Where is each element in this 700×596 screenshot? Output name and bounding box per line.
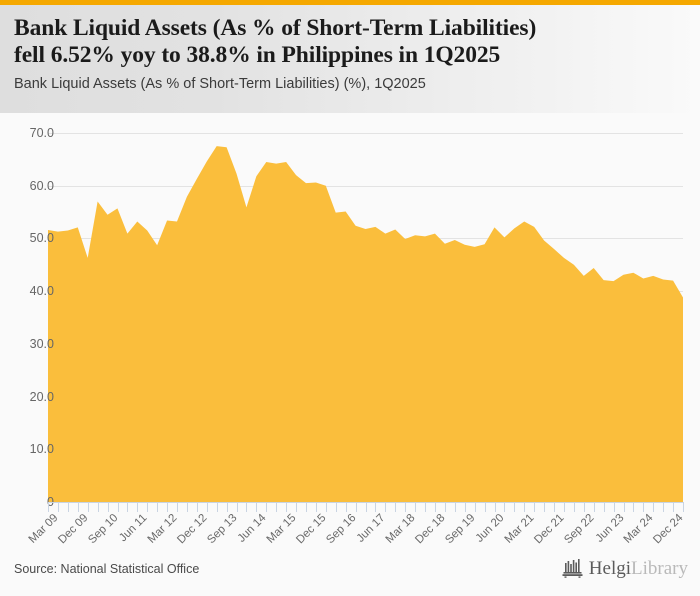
x-axis-tick	[633, 503, 635, 512]
x-axis-tick	[583, 503, 585, 512]
x-axis-tick	[415, 503, 417, 512]
y-axis-tick-label: 40.0	[29, 284, 54, 299]
x-axis-tick	[375, 503, 377, 512]
x-axis-tick	[613, 503, 615, 512]
x-axis-tick	[454, 503, 456, 512]
x-axis-tick	[524, 503, 526, 512]
x-axis-tick	[306, 503, 307, 512]
x-axis-tick	[147, 503, 149, 512]
logo-word-primary: Helgi	[588, 557, 632, 579]
y-axis-tick-label: 0	[0, 495, 54, 509]
x-axis-tick	[48, 503, 49, 512]
x-axis-tick	[563, 503, 565, 512]
x-axis-tick	[236, 503, 238, 512]
x-axis-ticks	[48, 503, 684, 512]
x-axis-tick	[216, 503, 218, 512]
x-axis-tick	[137, 503, 139, 512]
x-axis-tick	[325, 503, 327, 512]
x-axis-tick	[286, 503, 288, 512]
x-axis-tick	[57, 503, 59, 512]
x-axis-tick	[425, 503, 426, 512]
area-series	[48, 146, 683, 502]
x-axis-tick	[395, 503, 397, 512]
gridline	[48, 185, 683, 187]
area-series-path	[48, 146, 683, 502]
y-axis-tick-label: 10.0	[29, 442, 54, 457]
logo-word-secondary: Library	[631, 557, 688, 579]
x-axis-tick	[653, 503, 655, 512]
logo-wordmark: HelgiLibrary	[589, 559, 688, 578]
x-axis-tick	[266, 503, 268, 512]
x-axis-tick	[573, 503, 575, 512]
x-axis-tick	[494, 503, 496, 512]
x-axis-tick	[226, 503, 228, 512]
x-axis-tick	[355, 503, 357, 512]
top-accent-bar	[0, 0, 700, 5]
x-axis-tick	[365, 503, 367, 512]
x-axis-tick	[603, 503, 605, 512]
x-axis-tick	[256, 503, 258, 512]
x-axis-tick	[484, 503, 486, 512]
x-axis-tick	[643, 503, 645, 512]
x-axis-tick	[504, 503, 506, 512]
chart-subtitle: Bank Liquid Assets (As % of Short-Term L…	[14, 76, 426, 92]
y-axis-tick-label: 70.0	[29, 126, 54, 140]
x-axis-tick	[544, 503, 546, 512]
x-axis-tick	[315, 503, 317, 512]
x-axis-tick	[87, 503, 89, 512]
chart-header: Bank Liquid Assets (As % of Short-Term L…	[0, 5, 700, 113]
x-axis-tick	[405, 503, 407, 512]
x-axis-tick	[663, 503, 665, 512]
x-axis-line	[48, 502, 684, 503]
x-axis-tick	[335, 503, 337, 512]
x-axis-tick	[177, 503, 178, 512]
x-axis-tick	[167, 503, 169, 512]
y-axis-tick-label: 20.0	[29, 389, 54, 404]
plot-inner	[48, 133, 683, 503]
x-axis-tick	[464, 503, 466, 512]
x-axis-tick	[117, 503, 119, 512]
source-note: Source: National Statistical Office	[14, 562, 200, 576]
x-axis-tick	[206, 503, 208, 512]
gridline	[48, 133, 683, 134]
plot-area: 010.020.030.040.050.060.070.0 Mar 09Dec …	[0, 113, 700, 546]
chart-title: Bank Liquid Assets (As % of Short-Term L…	[14, 15, 537, 68]
x-axis-tick	[127, 503, 129, 512]
x-axis-tick	[67, 503, 69, 512]
x-axis-tick	[186, 503, 188, 512]
x-axis-tick	[514, 503, 516, 512]
x-axis-tick	[623, 503, 625, 512]
chart-footer: Source: National Statistical Office Helg…	[0, 545, 700, 596]
x-axis-tick	[534, 503, 536, 512]
helgi-library-building-icon	[562, 559, 583, 578]
y-axis-tick-label: 60.0	[29, 178, 54, 193]
x-axis-tick	[296, 503, 297, 512]
y-axis-tick-label: 50.0	[29, 231, 54, 246]
x-axis-tick	[673, 503, 675, 512]
x-axis-tick	[385, 503, 387, 512]
x-axis-tick	[77, 503, 79, 512]
helgi-library-logo[interactable]: HelgiLibrary	[562, 558, 688, 578]
x-axis-tick	[157, 503, 159, 512]
x-axis-tick	[276, 503, 278, 512]
x-axis-tick	[345, 503, 347, 512]
x-axis-tick	[444, 503, 446, 512]
x-axis-tick	[246, 503, 248, 512]
x-axis-tick	[683, 503, 684, 512]
x-axis-tick	[107, 503, 109, 512]
x-axis-tick	[196, 503, 198, 512]
x-axis-tick	[474, 503, 476, 512]
x-axis-tick	[97, 503, 99, 512]
x-axis-tick	[593, 503, 595, 512]
x-axis-tick	[435, 503, 436, 512]
x-axis-tick	[554, 503, 555, 512]
y-axis-tick-label: 30.0	[29, 336, 54, 351]
